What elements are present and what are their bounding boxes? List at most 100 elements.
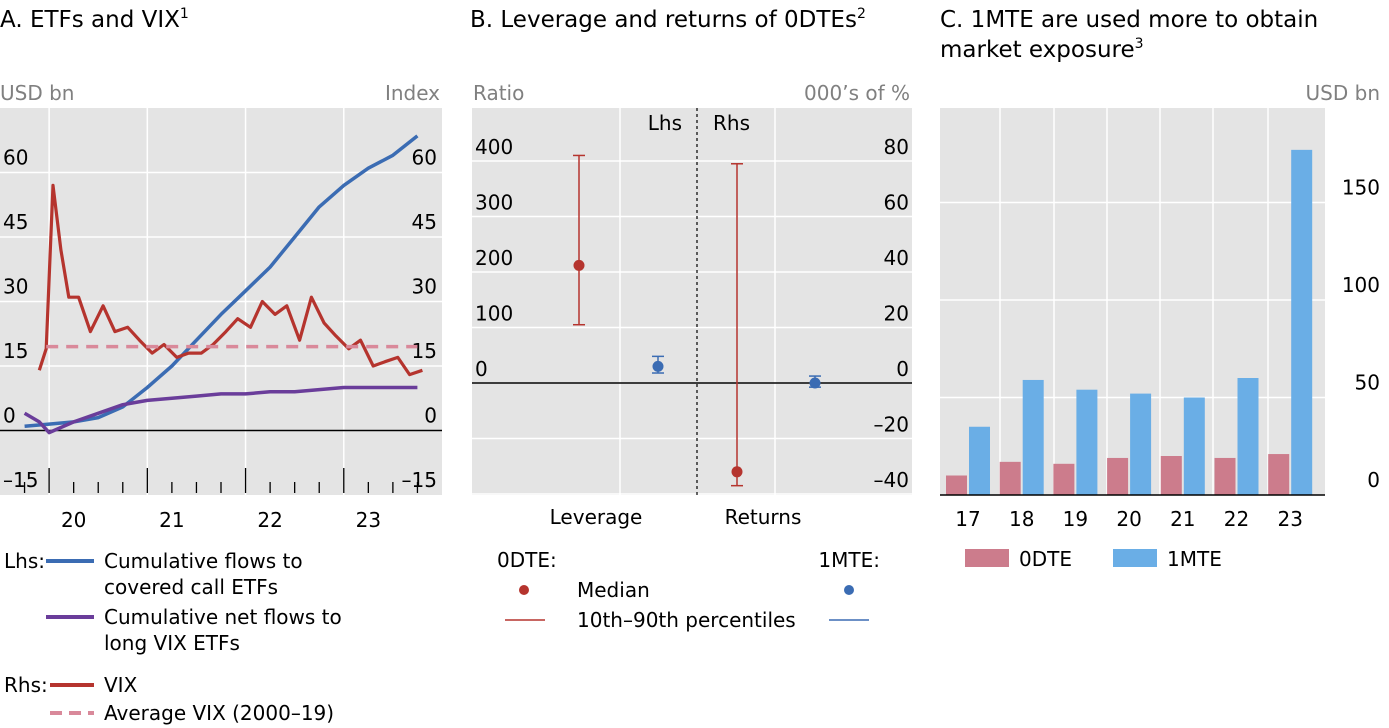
panel-a-right-tick-label: 30: [412, 275, 437, 299]
panel-c-x-tick-label: 22: [1224, 507, 1249, 531]
panel-c-bar-0dte: [1053, 463, 1075, 495]
legend-rhs-label: Rhs:: [4, 673, 48, 697]
legend-vix-etf-line1: Cumulative net flows to: [104, 605, 342, 629]
panel-c-right-tick-label: 150: [1342, 176, 1380, 200]
panel-c-title-line1: C. 1MTE are used more to obtain: [940, 7, 1318, 33]
panel-a-vix-etf-line: [23, 385, 418, 435]
panel-b-category-label: Leverage: [550, 505, 643, 529]
panel-b-median-point: [573, 259, 585, 271]
panel-c-title-line2: market exposure3: [940, 36, 1144, 63]
panel-a-left-tick-label: 30: [3, 275, 28, 299]
panel-b-right-tick-label: –20: [874, 413, 909, 437]
panel-a-left-unit: USD bn: [0, 81, 74, 105]
legend-vix-etf-line2: long VIX ETFs: [104, 631, 240, 655]
panel-b-title: B. Leverage and returns of 0DTEs2: [470, 6, 866, 33]
legend-0dte-median-marker: [519, 585, 529, 595]
legend-avg-vix: Average VIX (2000–19): [104, 701, 334, 725]
panel-c-bar-1mte: [1130, 393, 1152, 495]
panel-a-vix-line: [37, 183, 423, 377]
panel-c-bar-1mte: [1291, 149, 1313, 495]
panel-a-right-tick-label: 60: [412, 146, 437, 170]
panel-b-right-tick-label: 20: [884, 302, 909, 326]
panel-a-left-tick-label: 60: [3, 146, 28, 170]
panel-a-x-tick-label: 21: [159, 508, 184, 532]
panel-c-bar-0dte: [946, 475, 967, 495]
panel-c-x-tick-label: 17: [955, 507, 980, 531]
panel-a-series: [23, 134, 423, 435]
panel-c-bar-1mte: [1237, 378, 1259, 495]
panel-b-left-tick-label: 100: [475, 302, 513, 326]
panel-b-median-point: [731, 466, 743, 478]
panel-b-lhs-tag: Lhs: [648, 111, 682, 135]
panel-a: A. ETFs and VIX1 USD bn Index –15 –15 0 0 15…: [0, 6, 442, 725]
legend-1mte-label: 1MTE:: [818, 548, 880, 572]
panel-c-x-tick-label: 21: [1170, 507, 1195, 531]
panel-c-right-tick-label: 0: [1367, 468, 1380, 492]
panel-c-bar-0dte: [1160, 456, 1182, 495]
panel-c-bar-0dte: [1214, 457, 1236, 495]
legend-1mte-median-marker: [844, 585, 854, 595]
panel-a-left-tick-label: 15: [3, 339, 28, 363]
panel-c-x-tick-label: 19: [1063, 507, 1088, 531]
panel-a-left-tick-label: 45: [3, 210, 28, 234]
panel-a-right-tick-label: 0: [424, 404, 437, 428]
panel-b-left-tick-label: 200: [475, 246, 513, 270]
panel-b-right-tick-label: 0: [896, 357, 909, 381]
panel-b-legend: 0DTE: 1MTE: Median 10th–90th percentiles: [497, 548, 880, 632]
panel-b: B. Leverage and returns of 0DTEs2 Ratio …: [470, 6, 912, 632]
panel-b-category-label: Returns: [725, 505, 802, 529]
panel-c-bar-1mte: [1076, 389, 1098, 495]
panel-c-gridlines: [940, 108, 1325, 495]
panel-a-title: A. ETFs and VIX1: [0, 6, 189, 33]
legend-median: Median: [577, 578, 650, 602]
panel-b-right-unit: 000’s of %: [804, 81, 910, 105]
panel-b-right-tick-label: –40: [874, 468, 909, 492]
panel-c-bars: [946, 149, 1313, 495]
panel-c: C. 1MTE are used more to obtain market e…: [940, 7, 1380, 571]
legend-vix: VIX: [104, 673, 138, 697]
panel-c-bar-1mte: [1022, 379, 1044, 495]
panel-a-right-tick-label: –15: [402, 468, 437, 492]
panel-a-right-unit: Index: [385, 81, 440, 105]
panel-c-right-tick-label: 100: [1342, 273, 1380, 297]
legend-covered-call-line1: Cumulative flows to: [104, 549, 303, 573]
panel-a-ticks: –15 –15 0 0 15 15 30 30 45 45 60 60 20 21 22 23: [0, 146, 442, 532]
legend-0dte-label: 0DTE:: [497, 548, 557, 572]
panel-c-bar-1mte: [1183, 397, 1205, 495]
panel-a-x-tick-label: 23: [356, 508, 381, 532]
panel-a-legend: Lhs: Cumulative flows to covered call ET…: [4, 549, 342, 725]
panel-a-right-tick-label: 15: [412, 339, 437, 363]
panel-c-legend: 0DTE 1MTE: [965, 547, 1222, 571]
panel-c-bar-1mte: [969, 426, 990, 495]
panel-b-right-tick-label: 60: [884, 191, 909, 215]
panel-c-bar-0dte: [1107, 457, 1129, 495]
legend-covered-call-line2: covered call ETFs: [104, 575, 278, 599]
panel-c-x-tick-label: 18: [1009, 507, 1034, 531]
panel-b-ticks: –40 –20 0 20 40 60 80 0 100 200 300 400 Leverage Retu…: [472, 135, 912, 529]
panel-a-covered-call-line: [24, 134, 419, 428]
panel-b-median-point: [809, 377, 821, 389]
panel-c-x-tick-label: 20: [1116, 507, 1141, 531]
panel-b-right-tick-label: 80: [884, 135, 909, 159]
panel-c-bar-0dte: [999, 461, 1021, 495]
panel-a-left-tick-label: –15: [3, 468, 38, 492]
panel-c-right-tick-label: 50: [1355, 371, 1380, 395]
legend-lhs-label: Lhs:: [4, 549, 45, 573]
legend-percentiles: 10th–90th percentiles: [577, 608, 796, 632]
legend-0dte-bar: 0DTE: [1019, 547, 1072, 571]
panel-c-ticks: 0 50 100 150 17 18 19 20 21 22 23: [940, 176, 1380, 531]
panel-a-x-tick-label: 22: [257, 508, 282, 532]
panel-c-x-tick-label: 23: [1277, 507, 1302, 531]
panel-b-left-unit: Ratio: [473, 81, 524, 105]
legend-1mte-bar-swatch: [1113, 549, 1157, 567]
panel-b-right-tick-label: 40: [884, 246, 909, 270]
panel-a-right-tick-label: 45: [412, 210, 437, 234]
panel-b-left-tick-label: 0: [475, 357, 488, 381]
legend-1mte-bar: 1MTE: [1167, 547, 1222, 571]
panel-c-bar-0dte: [1268, 454, 1290, 495]
panel-a-left-tick-label: 0: [3, 404, 16, 428]
panel-b-left-tick-label: 400: [475, 135, 513, 159]
panel-b-left-tick-label: 300: [475, 191, 513, 215]
panel-c-right-unit: USD bn: [1306, 81, 1380, 105]
panel-a-x-tick-label: 20: [61, 508, 86, 532]
